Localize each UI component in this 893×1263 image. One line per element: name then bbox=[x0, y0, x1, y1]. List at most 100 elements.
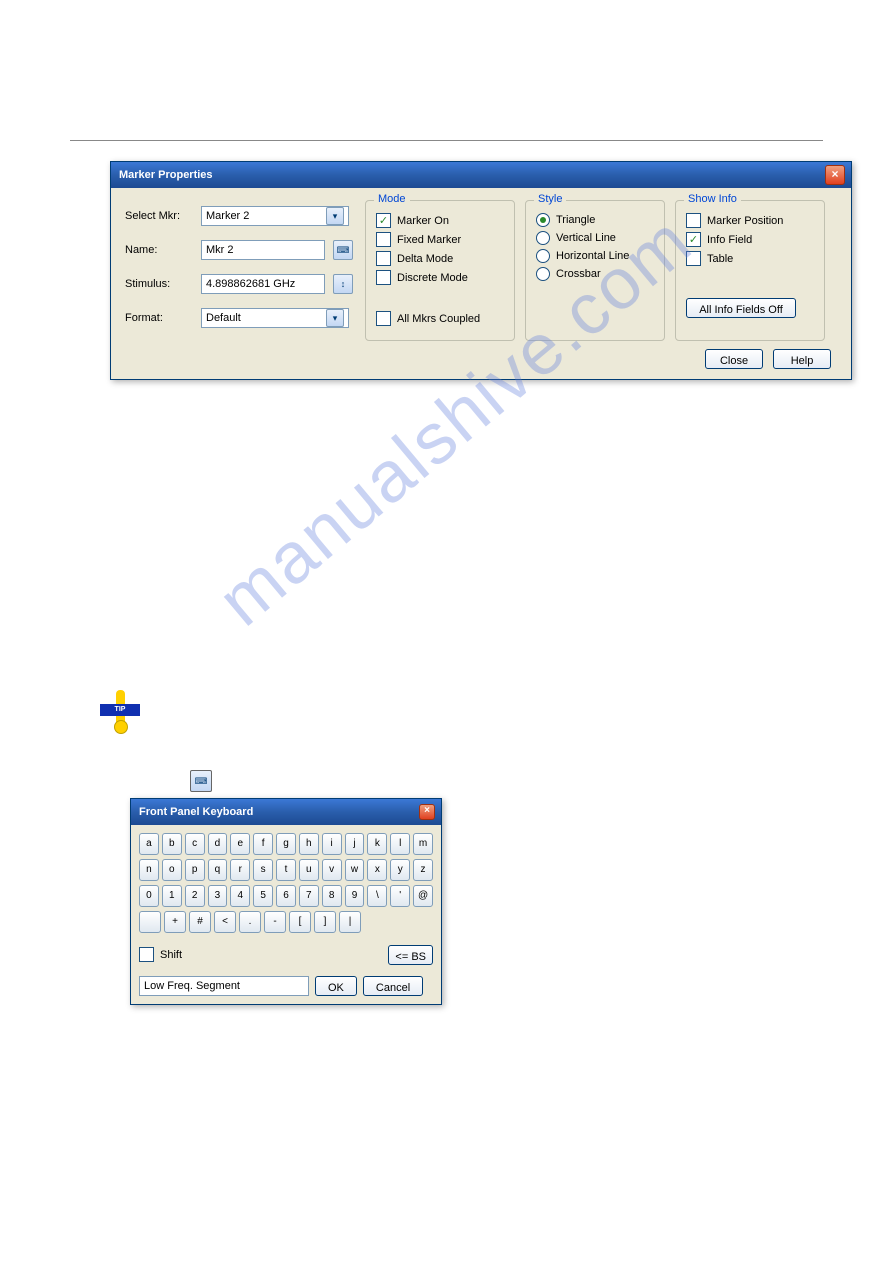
key-7[interactable]: 7 bbox=[299, 885, 319, 907]
key-x[interactable]: x bbox=[367, 859, 387, 881]
key-9[interactable]: 9 bbox=[345, 885, 365, 907]
key-blank[interactable] bbox=[139, 911, 161, 933]
select-mkr-combo[interactable]: Marker 2 ▾ bbox=[201, 206, 349, 226]
left-column: Select Mkr: Marker 2 ▾ Name: Mkr 2 ⌨ bbox=[125, 200, 355, 341]
stimulus-label: Stimulus: bbox=[125, 278, 193, 290]
table-checkbox[interactable]: Table bbox=[686, 251, 814, 266]
key-[[interactable]: [ bbox=[289, 911, 311, 933]
key-z[interactable]: z bbox=[413, 859, 433, 881]
key-r[interactable]: r bbox=[230, 859, 250, 881]
format-label: Format: bbox=[125, 312, 193, 324]
front-panel-keyboard-dialog: Front Panel Keyboard × abcdefghijklm nop… bbox=[130, 798, 442, 1005]
key-m[interactable]: m bbox=[413, 833, 433, 855]
key-v[interactable]: v bbox=[322, 859, 342, 881]
show-info-group: Show Info Marker Position ✓Info Field Ta… bbox=[675, 200, 825, 341]
key-e[interactable]: e bbox=[230, 833, 250, 855]
key-3[interactable]: 3 bbox=[208, 885, 228, 907]
discrete-mode-checkbox[interactable]: Discrete Mode bbox=[376, 270, 504, 285]
key-#[interactable]: # bbox=[189, 911, 211, 933]
key-s[interactable]: s bbox=[253, 859, 273, 881]
tip-icon: TIP bbox=[100, 690, 140, 730]
titlebar: Marker Properties × bbox=[111, 162, 851, 188]
key-u[interactable]: u bbox=[299, 859, 319, 881]
all-mkrs-coupled-checkbox[interactable]: All Mkrs Coupled bbox=[376, 311, 504, 326]
backspace-button[interactable]: <= BS bbox=[388, 945, 433, 965]
key-y[interactable]: y bbox=[390, 859, 410, 881]
close-button[interactable]: Close bbox=[705, 349, 763, 369]
key-q[interactable]: q bbox=[208, 859, 228, 881]
key-o[interactable]: o bbox=[162, 859, 182, 881]
help-button[interactable]: Help bbox=[773, 349, 831, 369]
key-+[interactable]: + bbox=[164, 911, 186, 933]
info-field-checkbox[interactable]: ✓Info Field bbox=[686, 232, 814, 247]
show-info-title: Show Info bbox=[684, 193, 741, 205]
key-p[interactable]: p bbox=[185, 859, 205, 881]
shift-checkbox[interactable]: Shift bbox=[139, 947, 182, 962]
key-f[interactable]: f bbox=[253, 833, 273, 855]
stimulus-input[interactable]: 4.898862681 GHz bbox=[201, 274, 325, 294]
format-combo[interactable]: Default ▾ bbox=[201, 308, 349, 328]
key-a[interactable]: a bbox=[139, 833, 159, 855]
dialog-title: Marker Properties bbox=[119, 169, 213, 181]
name-value: Mkr 2 bbox=[206, 244, 234, 256]
key-k[interactable]: k bbox=[367, 833, 387, 855]
key-<[interactable]: < bbox=[214, 911, 236, 933]
key-i[interactable]: i bbox=[322, 833, 342, 855]
key-g[interactable]: g bbox=[276, 833, 296, 855]
vertical-line-radio[interactable]: Vertical Line bbox=[536, 231, 654, 245]
marker-properties-dialog: Marker Properties × Select Mkr: Marker 2… bbox=[110, 161, 852, 380]
select-mkr-value: Marker 2 bbox=[206, 210, 249, 222]
key-@[interactable]: @ bbox=[413, 885, 433, 907]
all-info-fields-off-button[interactable]: All Info Fields Off bbox=[686, 298, 796, 318]
fixed-marker-checkbox[interactable]: Fixed Marker bbox=[376, 232, 504, 247]
select-mkr-label: Select Mkr: bbox=[125, 210, 193, 222]
key-j[interactable]: j bbox=[345, 833, 365, 855]
stimulus-value: 4.898862681 GHz bbox=[206, 278, 295, 290]
key-8[interactable]: 8 bbox=[322, 885, 342, 907]
horizontal-line-radio[interactable]: Horizontal Line bbox=[536, 249, 654, 263]
key-1[interactable]: 1 bbox=[162, 885, 182, 907]
titlebar: Front Panel Keyboard × bbox=[131, 799, 441, 825]
key-d[interactable]: d bbox=[208, 833, 228, 855]
key-5[interactable]: 5 bbox=[253, 885, 273, 907]
keyboard-icon[interactable]: ⌨ bbox=[333, 240, 353, 260]
key-2[interactable]: 2 bbox=[185, 885, 205, 907]
marker-position-checkbox[interactable]: Marker Position bbox=[686, 213, 814, 228]
keyboard-icon[interactable]: ⌨ bbox=[190, 770, 212, 792]
key-w[interactable]: w bbox=[345, 859, 365, 881]
close-icon[interactable]: × bbox=[825, 165, 845, 185]
keyboard-input[interactable]: Low Freq. Segment bbox=[139, 976, 309, 996]
triangle-radio[interactable]: Triangle bbox=[536, 213, 654, 227]
key-n[interactable]: n bbox=[139, 859, 159, 881]
chevron-down-icon[interactable]: ▾ bbox=[326, 207, 344, 225]
delta-mode-checkbox[interactable]: Delta Mode bbox=[376, 251, 504, 266]
key-][interactable]: ] bbox=[314, 911, 336, 933]
key-'[interactable]: ' bbox=[390, 885, 410, 907]
key-6[interactable]: 6 bbox=[276, 885, 296, 907]
key-.[interactable]: . bbox=[239, 911, 261, 933]
key-\[interactable]: \ bbox=[367, 885, 387, 907]
key-|[interactable]: | bbox=[339, 911, 361, 933]
keyboard-rows: abcdefghijklm nopqrstuvwxyz 0123456789\'… bbox=[139, 833, 433, 933]
name-input[interactable]: Mkr 2 bbox=[201, 240, 325, 260]
chevron-down-icon[interactable]: ▾ bbox=[326, 309, 344, 327]
key--[interactable]: - bbox=[264, 911, 286, 933]
style-title: Style bbox=[534, 193, 566, 205]
key-b[interactable]: b bbox=[162, 833, 182, 855]
crossbar-radio[interactable]: Crossbar bbox=[536, 267, 654, 281]
dialog-title: Front Panel Keyboard bbox=[139, 806, 253, 818]
key-c[interactable]: c bbox=[185, 833, 205, 855]
key-4[interactable]: 4 bbox=[230, 885, 250, 907]
key-t[interactable]: t bbox=[276, 859, 296, 881]
ok-button[interactable]: OK bbox=[315, 976, 357, 996]
key-l[interactable]: l bbox=[390, 833, 410, 855]
key-h[interactable]: h bbox=[299, 833, 319, 855]
format-value: Default bbox=[206, 312, 241, 324]
name-label: Name: bbox=[125, 244, 193, 256]
close-icon[interactable]: × bbox=[419, 804, 435, 820]
marker-on-checkbox[interactable]: ✓Marker On bbox=[376, 213, 504, 228]
stepper-icon[interactable]: ↕ bbox=[333, 274, 353, 294]
key-0[interactable]: 0 bbox=[139, 885, 159, 907]
style-group: Style Triangle Vertical Line Horizontal … bbox=[525, 200, 665, 341]
cancel-button[interactable]: Cancel bbox=[363, 976, 423, 996]
